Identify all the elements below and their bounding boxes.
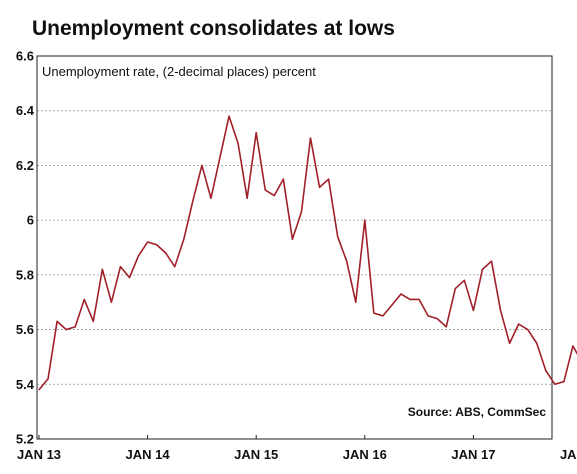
data-point	[472, 309, 474, 312]
data-point	[264, 189, 266, 191]
data-point	[463, 279, 465, 281]
data-point	[47, 378, 49, 380]
x-tick-label: JAN 18	[560, 447, 577, 462]
data-point	[454, 287, 456, 290]
x-tick-label: JAN 15	[234, 447, 278, 462]
data-point	[518, 323, 520, 325]
y-tick-label: 5.4	[16, 377, 35, 392]
data-point	[545, 370, 547, 372]
data-point	[156, 244, 158, 246]
data-point	[237, 142, 239, 145]
x-tick-label: JAN 16	[343, 447, 387, 462]
data-point	[219, 156, 221, 158]
data-point	[119, 266, 122, 268]
data-point	[183, 238, 185, 240]
y-tick-label: 5.2	[16, 432, 34, 447]
data-point	[572, 345, 574, 347]
y-axis: 5.2 5.4 5.6 5.8 6 6.2 6.4 6.6	[16, 49, 35, 447]
data-point	[445, 326, 447, 328]
data-point	[128, 276, 131, 279]
data-point	[337, 235, 339, 238]
data-point	[436, 318, 438, 320]
data-point	[509, 342, 511, 344]
source-note: Source: ABS, CommSec	[408, 405, 547, 419]
data-point	[527, 328, 529, 331]
data-point	[373, 312, 375, 314]
data-point	[309, 137, 312, 139]
data-point	[554, 383, 556, 385]
data-point	[300, 211, 303, 213]
data-point	[427, 315, 429, 317]
y-tick-label: 6	[27, 213, 34, 228]
data-point	[246, 197, 248, 199]
data-point	[273, 194, 275, 197]
data-point	[201, 164, 203, 167]
x-tick-label: JAN 13	[17, 447, 61, 462]
data-point	[92, 320, 94, 322]
data-point	[65, 328, 67, 331]
plot-frame	[36, 55, 553, 440]
x-axis: JAN 13 JAN 14 JAN 15 JAN 16 JAN 17 JAN 18	[17, 435, 577, 462]
data-point	[74, 326, 76, 328]
data-point	[282, 178, 284, 180]
data-point	[291, 238, 293, 240]
chart-subtitle: Unemployment rate, (2-decimal places) pe…	[42, 64, 316, 79]
data-point	[328, 178, 330, 180]
data-point	[255, 132, 257, 134]
data-point	[210, 197, 212, 199]
y-tick-label: 6.2	[16, 158, 34, 173]
data-point	[499, 309, 502, 312]
data-point	[536, 342, 538, 344]
data-point	[364, 219, 366, 221]
data-point	[382, 315, 384, 317]
data-points	[38, 115, 574, 391]
data-point	[391, 304, 393, 306]
data-point	[228, 115, 230, 117]
y-tick-label: 6.4	[16, 103, 35, 118]
x-tick-label: JAN 17	[451, 447, 495, 462]
y-tick-label: 5.8	[16, 267, 34, 282]
data-point	[83, 298, 85, 301]
data-point	[409, 298, 411, 301]
y-tick-label: 5.6	[16, 322, 34, 337]
data-point	[355, 301, 357, 303]
data-point	[174, 266, 176, 268]
data-point	[38, 389, 40, 391]
data-point	[563, 380, 565, 383]
data-point	[346, 260, 348, 262]
data-point	[147, 241, 149, 243]
data-point	[400, 293, 402, 295]
data-point	[56, 320, 58, 322]
data-point	[490, 260, 493, 262]
data-point	[192, 200, 194, 202]
data-point	[165, 252, 167, 254]
chart-title: Unemployment consolidates at lows	[32, 17, 395, 40]
x-tick-label: JAN 14	[126, 447, 171, 462]
unemployment-rate-line	[38, 115, 577, 391]
gridlines	[37, 110, 552, 385]
data-point	[101, 268, 103, 270]
data-point	[137, 255, 140, 257]
data-point	[318, 186, 321, 188]
data-point	[418, 298, 420, 301]
data-point	[110, 301, 112, 303]
y-tick-label: 6.6	[16, 49, 34, 64]
data-point	[481, 268, 484, 270]
